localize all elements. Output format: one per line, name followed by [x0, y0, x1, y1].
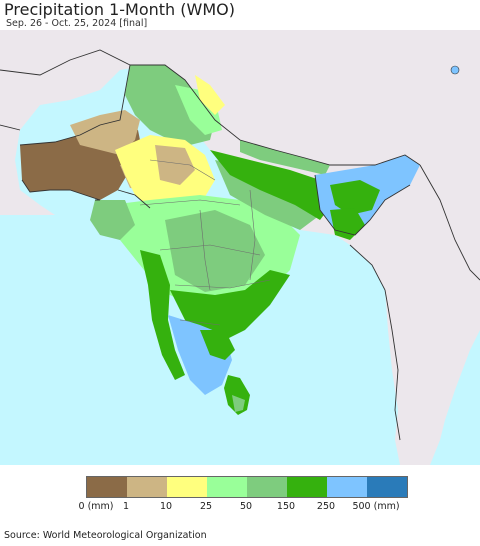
region-tan-rajasthan [155, 145, 195, 185]
region-nepal [240, 140, 330, 175]
island-dot [450, 65, 460, 75]
legend-label: 1 [122, 501, 130, 512]
date-range-subtitle: Sep. 26 - Oct. 25, 2024 [final] [6, 18, 148, 29]
region-south-green [200, 330, 235, 360]
outside-land-north [0, 30, 480, 465]
region-bangladesh [330, 208, 365, 240]
region-northeast-green [330, 180, 380, 215]
region-dry [70, 110, 140, 155]
country-borders [0, 49, 480, 441]
legend-label: 250 [316, 501, 336, 512]
legend-label: 25 [199, 501, 213, 512]
legend-swatch [287, 477, 327, 497]
legend-swatch [167, 477, 207, 497]
legend: 0 (mm) 1 10 25 50 150 250 500 (mm) [79, 476, 416, 515]
sri-lanka-south [232, 395, 245, 412]
region-yellow-north [195, 75, 225, 115]
legend-swatch [327, 477, 367, 497]
legend-label: 0 (mm) [78, 501, 114, 512]
region-north-light [175, 85, 222, 135]
precipitation-map [0, 30, 480, 465]
legend-label: 500 (mm) [352, 501, 400, 512]
legend-label: 10 [159, 501, 173, 512]
outside-land-west [0, 180, 30, 208]
legend-labels: 0 (mm) 1 10 25 50 150 250 500 (mm) [79, 501, 416, 515]
legend-label: 150 [276, 501, 296, 512]
region-west-coast [140, 250, 185, 380]
region-central-mid [165, 210, 265, 292]
region-gujarat [90, 200, 135, 240]
legend-color-bar [86, 476, 408, 498]
region-north-green [125, 65, 215, 145]
source-credit: Source: World Meteorological Organizatio… [4, 530, 207, 541]
state-boundaries [139, 159, 271, 326]
legend-swatch [87, 477, 127, 497]
legend-swatch [127, 477, 167, 497]
legend-swatch [367, 477, 407, 497]
legend-swatch [247, 477, 287, 497]
legend-swatch [207, 477, 247, 497]
region-ganges [210, 150, 335, 220]
map-title: Precipitation 1-Month (WMO) [4, 0, 235, 19]
legend-label: 50 [239, 501, 253, 512]
